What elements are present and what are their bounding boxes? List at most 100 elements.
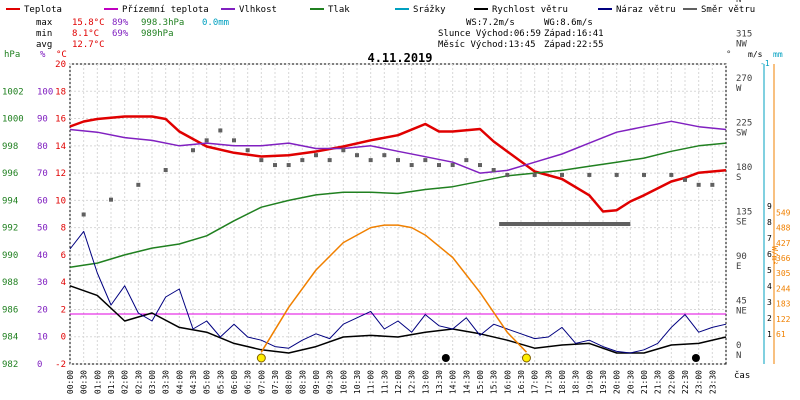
hpa-tick: 1002 [2, 87, 24, 97]
deg-tick: 90 [736, 252, 747, 262]
celsius-tick: 8 [61, 224, 66, 234]
x-tick: 20:30 [626, 370, 635, 394]
ms-tick: 7 [767, 234, 772, 243]
sunset-text: Západ:16:41 [544, 29, 604, 39]
x-tick: 04:30 [189, 370, 198, 394]
dir-tick: S [736, 173, 741, 183]
sun-marker [521, 353, 531, 363]
wind-direction-point [464, 158, 469, 163]
x-tick: 03:00 [148, 370, 157, 394]
moon-marker [691, 354, 700, 362]
wm2-tick: 61 [776, 330, 786, 339]
x-tick: 14:00 [449, 370, 458, 394]
deg-tick: 315 [736, 30, 752, 40]
x-tick: 08:30 [298, 370, 307, 394]
deg-tick: 135 [736, 208, 752, 218]
wind-direction-point [423, 158, 428, 163]
wm2-tick: 122 [776, 315, 791, 324]
x-tick: 20:00 [613, 370, 622, 394]
x-tick: 08:00 [285, 370, 294, 394]
celsius-tick: 6 [61, 251, 66, 261]
wind-direction-point [300, 158, 305, 163]
celsius-tick: 20 [55, 60, 66, 70]
x-tick: 04:00 [175, 370, 184, 394]
x-tick: 12:00 [394, 370, 403, 394]
hpa-tick: 1000 [2, 115, 24, 125]
wm2-tick: 427 [776, 239, 791, 248]
moon-marker [441, 354, 450, 362]
dir-tick: W [736, 84, 742, 94]
x-tick: 17:00 [531, 370, 540, 394]
ms-tick: 8 [767, 218, 772, 227]
wm2-tick: 244 [776, 284, 791, 293]
wind-direction-point [355, 153, 359, 158]
x-tick: 19:00 [585, 370, 594, 394]
moonset-text: Západ:22:55 [544, 40, 604, 50]
x-tick: 21:00 [640, 370, 649, 394]
legend-label: Směr větru [701, 5, 755, 15]
wind-direction-point [478, 163, 482, 168]
wind-direction-point [341, 148, 346, 153]
markers-layer [256, 353, 700, 363]
wind-gust-text: WG:8.6m/s [544, 18, 593, 28]
x-tick: 01:00 [93, 370, 102, 394]
wind-direction-point [382, 153, 387, 158]
wind-direction-point [314, 153, 318, 158]
legend-label: Vlhkost [239, 5, 277, 15]
pct-tick: 40 [37, 251, 48, 261]
ms-tick: 3 [767, 298, 772, 307]
x-tick: 22:30 [681, 370, 690, 394]
celsius-tick: 18 [55, 87, 66, 97]
x-tick: 18:00 [558, 370, 567, 394]
x-tick: 11:00 [367, 370, 376, 394]
wind-direction-point [327, 158, 332, 163]
celsius-tick: -2 [55, 360, 66, 370]
stats-block: max 15.8°C 89% 998.3hPa 0.0mm min 8.1°C 69% 989h… [36, 18, 604, 50]
wind-direction-point [642, 172, 646, 177]
hpa-axis-label: hPa [4, 50, 20, 60]
x-tick: 06:00 [230, 370, 239, 394]
dir-tick: N [736, 0, 741, 5]
wind-direction-point [683, 177, 687, 182]
wind-direction-point [191, 148, 195, 153]
wind-direction-point [491, 168, 496, 172]
x-tick: 09:30 [326, 370, 335, 394]
hpa-tick: 984 [2, 333, 18, 343]
pct-tick: 50 [37, 224, 48, 234]
series-line-1 [69, 120, 727, 174]
x-tick: 07:00 [257, 370, 266, 394]
deg-tick: 270 [736, 74, 752, 84]
deg-tick: 180 [736, 163, 752, 173]
stats-rain-max: 0.0mm [202, 18, 229, 28]
x-axis-label: čas [734, 370, 750, 381]
x-tick: 13:00 [421, 370, 430, 394]
pct-tick: 30 [37, 278, 48, 288]
celsius-tick: 12 [55, 169, 66, 179]
pct-tick: 0 [37, 360, 42, 370]
ms-axis-label: m/s [748, 50, 763, 59]
celsius-tick: 16 [55, 115, 66, 125]
pct-tick: 60 [37, 196, 48, 206]
wind-direction-point [669, 172, 674, 177]
x-tick: 15:00 [476, 370, 485, 394]
x-tick: 03:30 [162, 370, 171, 394]
x-tick: 16:30 [517, 370, 526, 394]
ms-tick: 1 [767, 330, 772, 339]
x-tick: 15:30 [490, 370, 499, 394]
wm2-tick: 488 [776, 224, 791, 233]
hpa-tick: 986 [2, 305, 18, 315]
wind-direction-point [259, 158, 264, 163]
mm-axis-label: mm [773, 50, 783, 59]
ms-tick: 4 [767, 282, 772, 291]
wind-direction-point [136, 182, 141, 187]
ms-tick: 6 [767, 250, 772, 259]
stats-press-max: 998.3hPa [141, 18, 184, 28]
series-line-3 [69, 285, 727, 354]
dir-tick: E [736, 262, 741, 272]
wind-direction-point [560, 172, 564, 177]
wind-direction-point [109, 197, 113, 202]
x-tick: 05:00 [203, 370, 212, 394]
celsius-tick: 2 [61, 305, 66, 315]
moonrise-text: Měsíc Východ:13:45 [438, 40, 536, 50]
stats-hum-max: 89% [112, 18, 129, 28]
